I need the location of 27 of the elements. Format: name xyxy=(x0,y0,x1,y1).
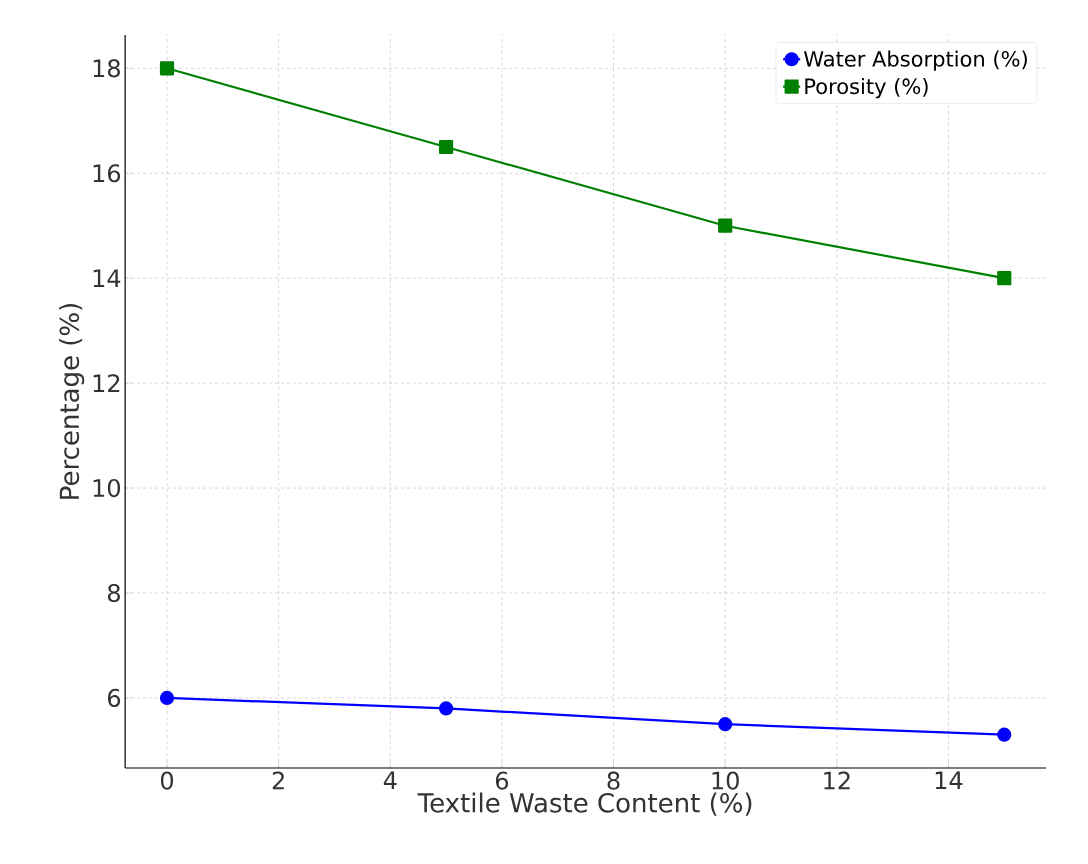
y-tick-label: 10 xyxy=(93,478,121,498)
x-tick-label: 4 xyxy=(383,771,397,790)
y-tick-label: 14 xyxy=(93,269,121,287)
y-tick-label: 8 xyxy=(107,583,120,603)
y-tick-label: 16 xyxy=(93,164,121,183)
x-tick-label: 14 xyxy=(935,771,963,790)
legend-label: Water Absorption (%) xyxy=(803,50,1027,71)
point xyxy=(997,727,1012,742)
x-axis-title: Textile Waste Content (%) xyxy=(417,792,752,816)
point xyxy=(718,717,733,732)
point xyxy=(159,61,175,76)
point xyxy=(997,271,1012,286)
x-tick-label: 6 xyxy=(495,771,509,790)
point xyxy=(438,139,454,155)
legend-label: Porosity (%) xyxy=(805,77,928,99)
point xyxy=(159,690,175,706)
x-tick-label: 12 xyxy=(824,771,850,790)
y-tick-label: 12 xyxy=(93,374,120,393)
y-tick-label: 18 xyxy=(93,59,120,78)
y-tick-label: 6 xyxy=(108,688,121,708)
point xyxy=(718,218,733,233)
x-tick-label: 10 xyxy=(712,771,739,790)
y-axis-title: Percentage (%) xyxy=(59,303,85,499)
x-tick-label: 8 xyxy=(607,771,620,790)
point xyxy=(438,701,454,716)
x-tick-label: 0 xyxy=(160,771,174,790)
x-tick-label: 2 xyxy=(272,771,284,790)
